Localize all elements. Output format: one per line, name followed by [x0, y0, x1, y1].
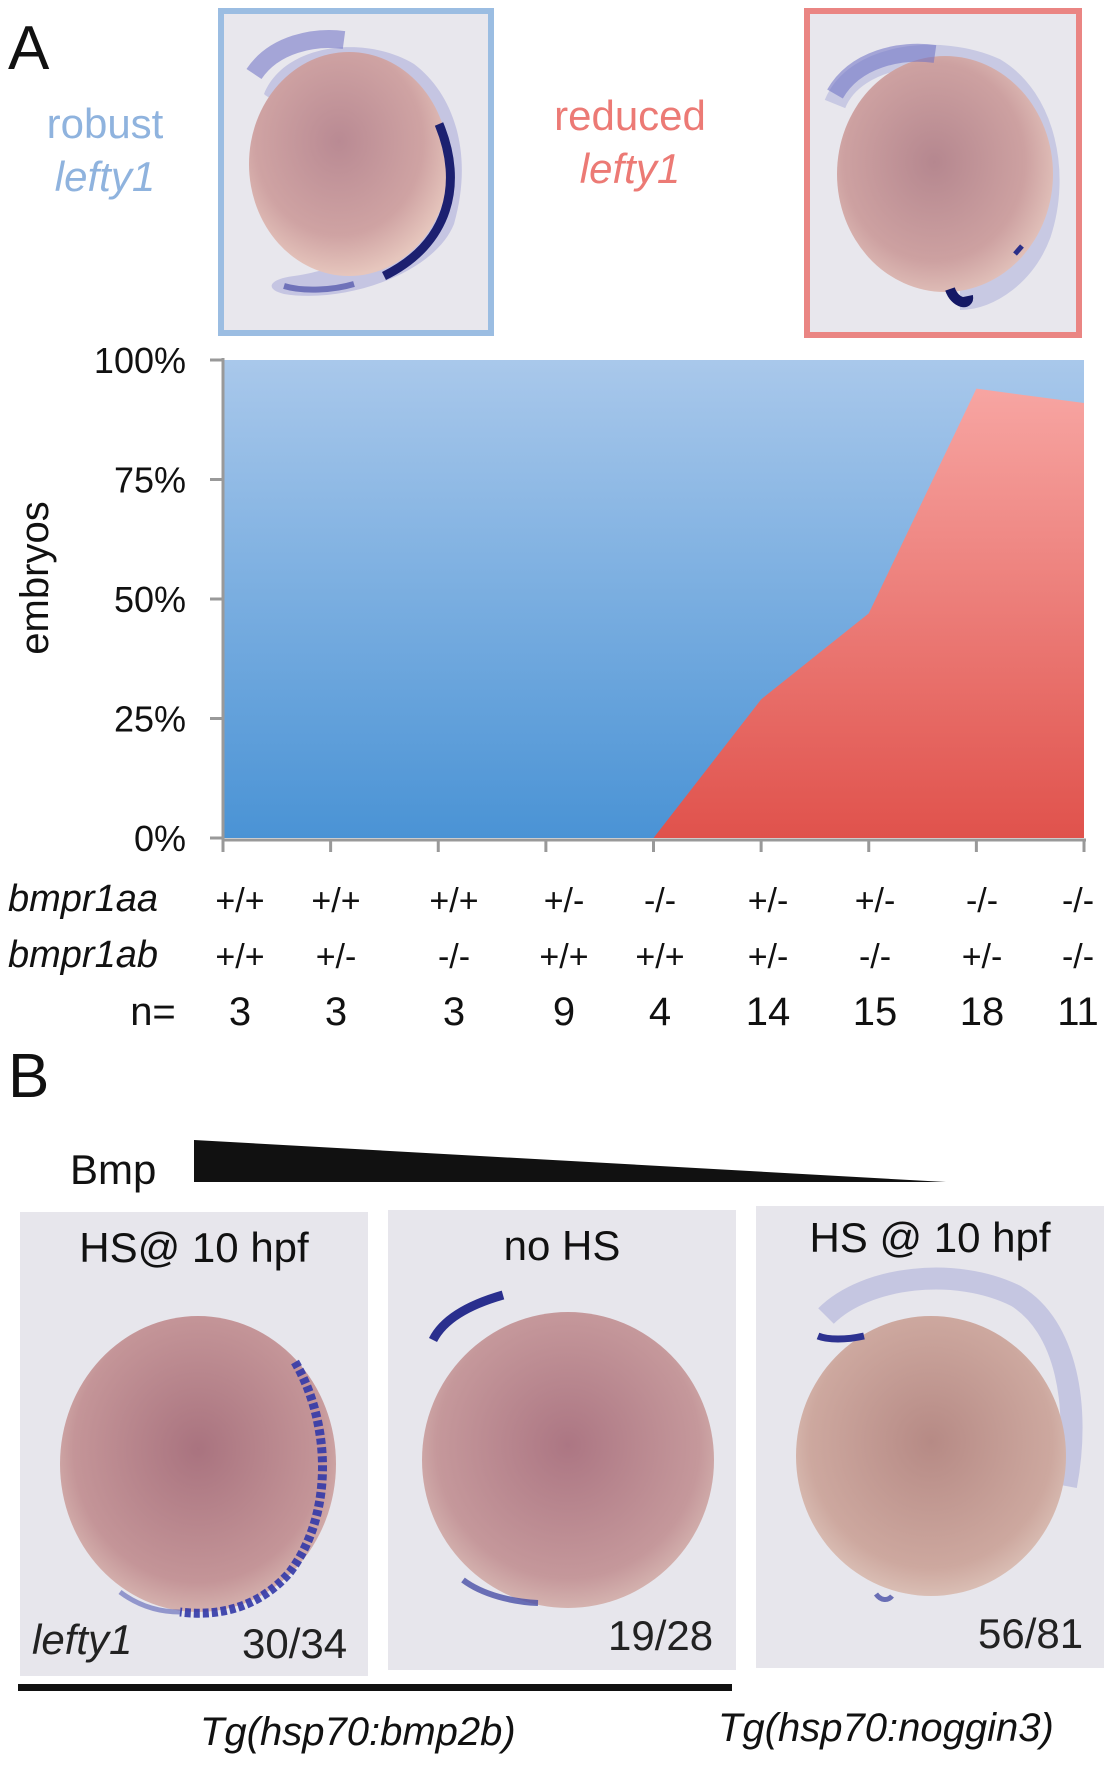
legend-robust: robust lefty1 — [30, 98, 180, 203]
genotype-aa-5: +/- — [747, 882, 789, 920]
n-value-8: 11 — [1057, 990, 1099, 1034]
embryo-photo-robust — [218, 8, 494, 336]
row-label-bmpr1ab: bmpr1ab — [8, 934, 158, 976]
embryo-b2-illustration — [422, 1290, 714, 1608]
legend-reduced-line2: lefty1 — [579, 144, 681, 192]
n-value-1: 3 — [324, 990, 348, 1034]
genotype-ab-7: +/- — [961, 938, 1003, 976]
y-tick-label: 75% — [114, 460, 186, 501]
b2-count: 19/28 — [608, 1612, 714, 1659]
embryo-reduced-illustration — [824, 43, 1060, 310]
genotype-ab-1: +/- — [315, 938, 357, 976]
genotype-ab-2: -/- — [437, 938, 471, 976]
embryo-photo-reduced — [804, 8, 1082, 338]
row-label-bmpr1aa: bmpr1aa — [8, 878, 158, 920]
b2-caption: no HS — [503, 1222, 621, 1269]
n-value-4: 4 — [648, 990, 672, 1034]
embryo-photo-no-hs: no HS 19/28 — [388, 1210, 736, 1670]
n-value-5: 14 — [745, 990, 791, 1034]
b1-caption: HS@ 10 hpf — [79, 1224, 309, 1271]
genotype-aa-1: +/+ — [311, 882, 361, 920]
n-value-3: 9 — [552, 990, 576, 1034]
genotype-aa-7: -/- — [965, 882, 999, 920]
embryo-b3-illustration — [796, 1267, 1083, 1602]
embryo-photo-hs-bmp2b: HS@ 10 hpf lefty1 30/34 — [20, 1212, 368, 1676]
genotype-ab-8: -/- — [1061, 938, 1095, 976]
n-value-2: 3 — [442, 990, 466, 1034]
n-value-0: 3 — [228, 990, 252, 1034]
panel-b-letter: B — [8, 1042, 50, 1111]
genotype-aa-3: +/- — [543, 882, 585, 920]
y-tick-label: 50% — [114, 579, 186, 620]
genotype-ab-4: +/+ — [635, 938, 685, 976]
genotype-aa-8: -/- — [1061, 882, 1095, 920]
n-value-6: 15 — [852, 990, 898, 1034]
b3-caption: HS @ 10 hpf — [809, 1214, 1051, 1261]
tg-bmp2b-underline — [18, 1684, 732, 1691]
y-tick-label: 0% — [134, 818, 186, 859]
genotype-ab-5: +/- — [747, 938, 789, 976]
n-value-7: 18 — [959, 990, 1005, 1034]
y-tick-label: 100% — [94, 340, 186, 381]
embryo-robust-illustration — [246, 30, 462, 296]
genotype-ab-6: -/- — [858, 938, 892, 976]
b3-count: 56/81 — [978, 1610, 1084, 1657]
reduced-area — [653, 388, 1084, 838]
bmp-gradient-label: Bmp — [70, 1146, 157, 1193]
y-axis-label: embryos — [13, 501, 57, 654]
genotype-aa-2: +/+ — [429, 882, 479, 920]
legend-reduced: reduced lefty1 — [545, 90, 715, 195]
embryo-b1-illustration — [60, 1316, 336, 1618]
genotype-aa-4: -/- — [643, 882, 677, 920]
tg-bmp2b-label: Tg(hsp70:bmp2b) — [200, 1710, 516, 1754]
bmp-gradient-wedge — [194, 1140, 946, 1182]
legend-reduced-line1: reduced — [554, 92, 706, 139]
embryo-photo-hs-noggin3: HS @ 10 hpf 56/81 — [756, 1206, 1104, 1668]
b1-gene-label: lefty1 — [32, 1616, 133, 1663]
row-label-n: n= — [130, 990, 176, 1034]
tg-noggin3-label: Tg(hsp70:noggin3) — [718, 1706, 1054, 1750]
legend-robust-line2: lefty1 — [54, 152, 156, 200]
y-tick-label: 25% — [114, 699, 186, 740]
panel-a-letter: A — [8, 14, 50, 83]
b1-count: 30/34 — [242, 1620, 348, 1667]
genotype-aa-0: +/+ — [215, 882, 265, 920]
genotype-ab-0: +/+ — [215, 938, 265, 976]
genotype-ab-3: +/+ — [539, 938, 589, 976]
genotype-aa-6: +/- — [854, 882, 896, 920]
area-chart: 0% 25% 50% 75% 100% embryos — [13, 340, 1086, 859]
legend-robust-line1: robust — [46, 100, 164, 147]
